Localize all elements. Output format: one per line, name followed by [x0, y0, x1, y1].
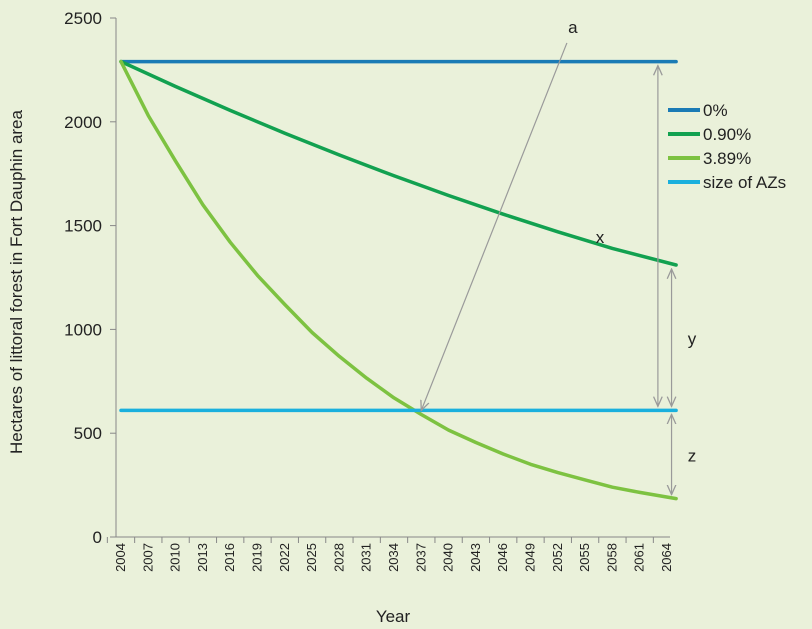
legend-label-3: 3.89% — [703, 149, 751, 168]
x-tick-label: 2007 — [140, 543, 155, 572]
series-line-3 — [119, 59, 678, 501]
x-tick-label: 2061 — [632, 543, 647, 572]
series-line-2 — [119, 59, 678, 267]
x-tick-label: 2016 — [222, 543, 237, 572]
x-tick-label: 2064 — [659, 543, 674, 572]
x-tick-label: 2004 — [113, 543, 128, 572]
x-tick-label: 2037 — [413, 543, 428, 572]
y-tick-label: 500 — [74, 424, 102, 443]
legend-label-2: 0.90% — [703, 125, 751, 144]
x-tick-label: 2019 — [250, 543, 265, 572]
x-tick-label: 2013 — [195, 543, 210, 572]
x-tick-label: 2043 — [468, 543, 483, 572]
y-tick-label: 0 — [93, 528, 102, 547]
x-axis-title: Year — [376, 607, 411, 626]
y-tick-label: 1000 — [64, 320, 102, 339]
series-layer — [119, 59, 678, 501]
x-tick-label: 2046 — [495, 543, 510, 572]
annotation-label-x: x — [596, 228, 605, 247]
x-tick-label: 2031 — [359, 543, 374, 572]
x-tick-label: 2058 — [604, 543, 619, 572]
annotation-label-a: a — [568, 18, 578, 37]
x-tick-label: 2025 — [304, 543, 319, 572]
x-tick-label: 2028 — [331, 543, 346, 572]
y-tick-label: 2500 — [64, 9, 102, 28]
x-tick-label: 2049 — [523, 543, 538, 572]
x-tick-label: 2022 — [277, 543, 292, 572]
x-tick-label: 2010 — [168, 543, 183, 572]
legend-label-1: 0% — [703, 101, 728, 120]
annotation-arrow-a — [421, 42, 568, 410]
legend: 0% 0.90% 3.89% size of AZs — [668, 101, 786, 192]
y-tick-label: 1500 — [64, 217, 102, 236]
annotation-label-z: z — [688, 446, 697, 465]
x-tick-label: 2034 — [386, 543, 401, 572]
axes: 0 500 1000 1500 2000 2500 2004 2007 2010 2013 2016… — [64, 9, 674, 572]
annotation-layer: a x y z — [421, 18, 697, 495]
y-tick-label: 2000 — [64, 113, 102, 132]
annotation-label-y: y — [688, 330, 697, 349]
y-axis-title: Hectares of littoral forest in Fort Daup… — [7, 109, 26, 453]
x-tick-label: 2040 — [441, 543, 456, 572]
legend-label-4: size of AZs — [703, 173, 786, 192]
x-tick-label: 2052 — [550, 543, 565, 572]
x-tick-label: 2055 — [577, 543, 592, 572]
